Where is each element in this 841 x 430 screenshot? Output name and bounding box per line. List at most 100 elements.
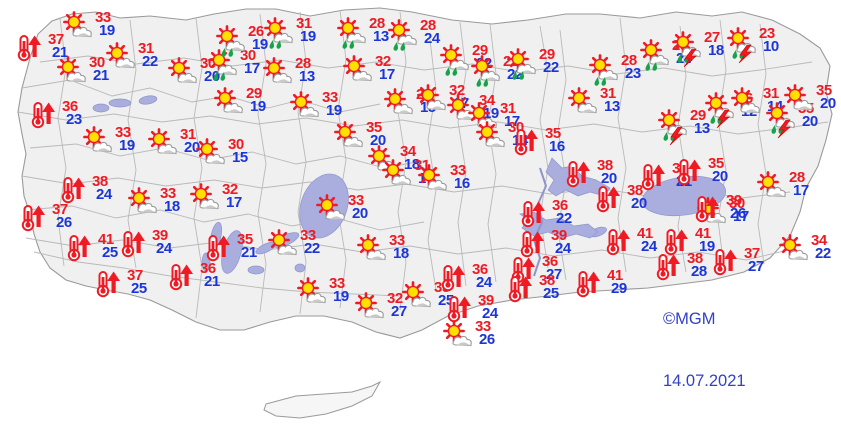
sunny-cloud-icon (57, 56, 91, 83)
temperature-min: 24 (96, 186, 112, 203)
rain-icon (208, 49, 242, 81)
up-arrow-glyph (667, 254, 680, 276)
temperature-min: 22 (556, 210, 572, 227)
station-temperatures: 33 18 (160, 186, 194, 216)
temperature-max: 35 (708, 155, 724, 172)
raindrop-glyph (213, 72, 226, 81)
sunny-cloud-icon (476, 121, 510, 148)
temperature-min: 27 (546, 266, 562, 283)
temperature-min: 26 (479, 331, 495, 348)
temperature-min: 22 (815, 245, 831, 262)
temperature-max: 29 (690, 107, 706, 124)
temperature-min: 17 (379, 66, 395, 83)
temperature-max: 33 (115, 124, 131, 141)
forecast-date: 14.07.2021 (663, 371, 746, 390)
temperature-max: 30 (240, 47, 256, 64)
cloud-glyph (426, 99, 446, 111)
cloud-glyph (449, 59, 469, 71)
sunny-cloud-icon (263, 57, 297, 84)
sun-glyph (658, 109, 680, 131)
sunny-cloud-icon (290, 91, 324, 118)
thermometer-hot-icon (66, 234, 100, 262)
thunderstorm-icon (658, 109, 692, 146)
station-temperatures: 31 22 (138, 41, 172, 71)
station-temperatures: 30 21 (89, 55, 123, 85)
rain-icon (264, 17, 298, 49)
sun-glyph (705, 92, 727, 114)
sunny-cloud-icon (443, 320, 477, 347)
temperature-max: 35 (816, 82, 832, 99)
cloud-glyph (272, 72, 292, 84)
cloud-glyph (393, 103, 413, 115)
cloud-glyph (766, 186, 786, 198)
cyprus-outline (263, 380, 382, 419)
station-temperatures: 36 27 (542, 254, 576, 284)
temperature-max: 37 (127, 267, 143, 284)
station-temperatures: 38 25 (539, 273, 573, 303)
temperature-min: 19 (252, 36, 268, 53)
temperature-max: 39 (478, 292, 494, 309)
temperature-min: 13 (694, 120, 710, 137)
station-temperatures: 34 18 (400, 144, 434, 174)
temperature-max: 39 (152, 227, 168, 244)
station-temperatures: 29 19 (246, 86, 280, 116)
thermometer-hot-icon (30, 101, 64, 129)
station-temperatures: 28 23 (621, 53, 655, 83)
temperature-min: 20 (712, 168, 728, 185)
cloud-glyph (577, 102, 597, 114)
temperature-max: 31 (296, 15, 312, 32)
temperature-max: 30 (228, 136, 244, 153)
cloud-glyph (480, 70, 500, 82)
temperature-min: 10 (763, 38, 779, 55)
station-temperatures: 30 17 (240, 48, 274, 78)
thermometer-hot-icon (120, 230, 154, 258)
sunny-cloud-icon (417, 84, 451, 111)
raindrop-glyph (476, 78, 489, 87)
temperature-min: 19 (333, 288, 349, 305)
up-arrow-glyph (675, 229, 688, 251)
temperature-min: 19 (326, 102, 342, 119)
temperature-max: 33 (475, 318, 491, 335)
temperature-max: 32 (222, 181, 238, 198)
cloud-glyph (411, 296, 431, 308)
temperature-min: 19 (300, 28, 316, 45)
thermometer-glyph (61, 177, 85, 204)
cloud-glyph (516, 63, 536, 75)
raindrop-glyph (445, 67, 458, 76)
sun-glyph (316, 194, 338, 216)
up-arrow-glyph (78, 235, 91, 257)
temperature-min: 13 (299, 68, 315, 85)
station-temperatures: 37 25 (127, 268, 161, 298)
thermometer-hot-icon (95, 270, 129, 298)
station-temperatures: 39 26 (726, 193, 760, 223)
thermometer-glyph (169, 264, 193, 291)
thunderstorm-icon (705, 92, 739, 129)
thermometer-glyph (31, 102, 55, 129)
temperature-max: 37 (744, 245, 760, 262)
raindrop-glyph (645, 62, 658, 71)
station-temperatures: 39 24 (551, 228, 585, 258)
temperature-max: 33 (348, 192, 364, 209)
station-temperatures: 38 28 (687, 251, 721, 281)
up-arrow-glyph (706, 196, 719, 218)
temperature-min: 13 (373, 28, 389, 45)
cloud-glyph (485, 136, 505, 148)
temperature-min: 27 (748, 258, 764, 275)
station-temperatures: 37 27 (744, 246, 778, 276)
temperature-max: 34 (811, 232, 827, 249)
station-temperatures: 33 19 (95, 10, 129, 40)
thermometer-glyph (96, 271, 120, 298)
sunny-cloud-icon (343, 55, 377, 82)
up-arrow-glyph (652, 164, 665, 186)
thermometer-glyph (695, 196, 719, 223)
station-temperatures: 41 29 (607, 268, 641, 298)
thermometer-glyph (641, 164, 665, 191)
sun-glyph (779, 234, 801, 256)
temperature-max: 41 (695, 225, 711, 242)
sun-glyph (388, 19, 410, 41)
cloud-glyph (92, 141, 112, 153)
cloud-glyph (299, 106, 319, 118)
thermometer-glyph (664, 229, 688, 256)
